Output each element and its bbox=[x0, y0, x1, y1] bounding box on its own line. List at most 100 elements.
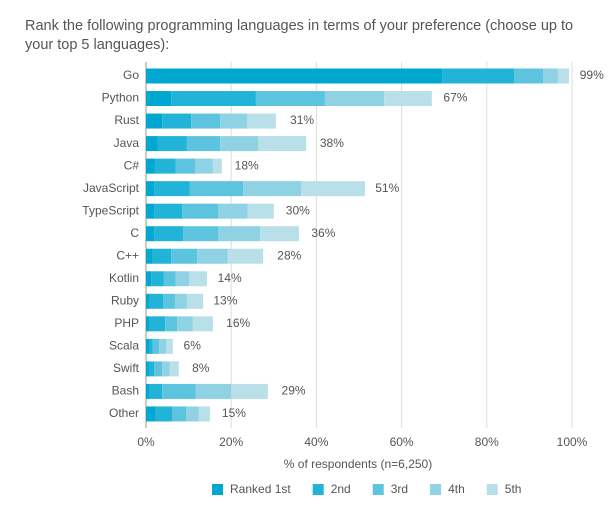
bar-segment bbox=[146, 136, 158, 152]
y-tick-label: Bash bbox=[112, 384, 139, 398]
y-tick-label: TypeScript bbox=[82, 203, 139, 217]
bar-segment bbox=[260, 226, 299, 242]
total-label: 38% bbox=[320, 136, 344, 150]
bar-segment bbox=[255, 91, 325, 107]
bar-segment bbox=[146, 338, 149, 354]
bar-segment bbox=[258, 136, 307, 152]
bar-segment bbox=[146, 68, 443, 84]
bar-segment bbox=[148, 361, 155, 377]
total-label: 99% bbox=[580, 68, 604, 82]
bar-segment bbox=[324, 91, 385, 107]
bar-segment bbox=[162, 383, 196, 399]
bar-segment bbox=[155, 406, 172, 422]
bar-segment bbox=[227, 248, 264, 264]
bar-segment bbox=[198, 406, 210, 422]
bar-segment bbox=[182, 203, 218, 219]
bar-segment bbox=[146, 158, 155, 174]
bar-segment bbox=[557, 68, 570, 84]
y-tick-label: Scala bbox=[109, 339, 139, 353]
legend-swatch bbox=[372, 484, 384, 495]
bar-segment bbox=[246, 113, 276, 129]
bar-segment bbox=[175, 271, 190, 287]
legend-swatch bbox=[486, 484, 498, 495]
bar-segment bbox=[197, 248, 228, 264]
total-label: 51% bbox=[375, 181, 399, 195]
bar-segment bbox=[171, 91, 256, 107]
bar-segment bbox=[189, 181, 244, 197]
bar-segment bbox=[175, 158, 195, 174]
bar-segment bbox=[183, 226, 218, 242]
total-label: 15% bbox=[222, 406, 246, 420]
bar-segment bbox=[165, 316, 178, 332]
bar-segment bbox=[162, 361, 170, 377]
bar-segment bbox=[186, 406, 199, 422]
legend-swatch bbox=[212, 484, 223, 495]
bar-segment bbox=[301, 181, 365, 197]
bar-segment bbox=[146, 226, 155, 242]
x-tick-label: 20% bbox=[219, 435, 243, 449]
bar-segment bbox=[149, 293, 164, 309]
total-label: 16% bbox=[226, 316, 250, 330]
bar-segment bbox=[149, 316, 166, 332]
total-label: 14% bbox=[218, 271, 242, 285]
y-tick-label: Swift bbox=[113, 361, 140, 375]
bar-segment bbox=[146, 248, 153, 264]
legend-label: 2nd bbox=[331, 482, 351, 496]
bar-segment bbox=[152, 338, 160, 354]
y-tick-label: C# bbox=[124, 158, 140, 172]
bar-segment bbox=[154, 203, 183, 219]
bar-segment bbox=[514, 68, 544, 84]
total-label: 8% bbox=[192, 361, 210, 375]
bar-segment bbox=[146, 316, 150, 332]
bar-segment bbox=[384, 91, 432, 107]
bar-segment bbox=[186, 136, 221, 152]
total-label: 18% bbox=[235, 158, 259, 172]
total-label: 67% bbox=[443, 91, 467, 105]
bar-segment bbox=[220, 136, 259, 152]
bar-segment bbox=[154, 226, 184, 242]
y-tick-label: PHP bbox=[114, 316, 139, 330]
legend-label: 5th bbox=[505, 482, 522, 496]
total-label: 28% bbox=[277, 248, 301, 262]
x-tick-label: 0% bbox=[137, 435, 155, 449]
bar-segment bbox=[171, 248, 198, 264]
x-axis-label: % of respondents (n=6,250) bbox=[284, 457, 432, 471]
legend-swatch bbox=[312, 484, 324, 495]
y-tick-label: Java bbox=[114, 136, 140, 150]
bar-segment bbox=[191, 113, 221, 129]
x-tick-label: 60% bbox=[390, 435, 414, 449]
y-tick-label: C bbox=[130, 226, 139, 240]
y-tick-label: Python bbox=[102, 91, 139, 105]
bar-segment bbox=[192, 316, 213, 332]
y-tick-label: JavaScript bbox=[83, 181, 140, 195]
bar-segment bbox=[442, 68, 515, 84]
bar-segment bbox=[217, 226, 261, 242]
legend-label: Ranked 1st bbox=[230, 482, 291, 496]
bar-segment bbox=[146, 271, 152, 287]
bar-segment bbox=[152, 248, 172, 264]
bar-segment bbox=[157, 136, 187, 152]
bar-segment bbox=[543, 68, 558, 84]
bar-segment bbox=[169, 361, 179, 377]
total-label: 36% bbox=[311, 226, 335, 240]
total-label: 6% bbox=[184, 339, 202, 353]
bar-segment bbox=[189, 271, 207, 287]
total-label: 13% bbox=[213, 293, 237, 307]
bar-segment bbox=[148, 338, 153, 354]
bar-segment bbox=[154, 181, 190, 197]
legend-label: 3rd bbox=[391, 482, 408, 496]
total-label: 30% bbox=[286, 203, 310, 217]
bar-segment bbox=[217, 203, 248, 219]
bar-segment bbox=[166, 338, 173, 354]
total-label: 31% bbox=[290, 113, 314, 127]
bar-segment bbox=[149, 383, 163, 399]
bar-segment bbox=[195, 383, 232, 399]
bar-segment bbox=[146, 181, 155, 197]
y-tick-label: Kotlin bbox=[109, 271, 139, 285]
bar-segment bbox=[146, 406, 156, 422]
bar-segment bbox=[177, 316, 193, 332]
bar-segment bbox=[154, 361, 163, 377]
bar-segment bbox=[154, 158, 176, 174]
